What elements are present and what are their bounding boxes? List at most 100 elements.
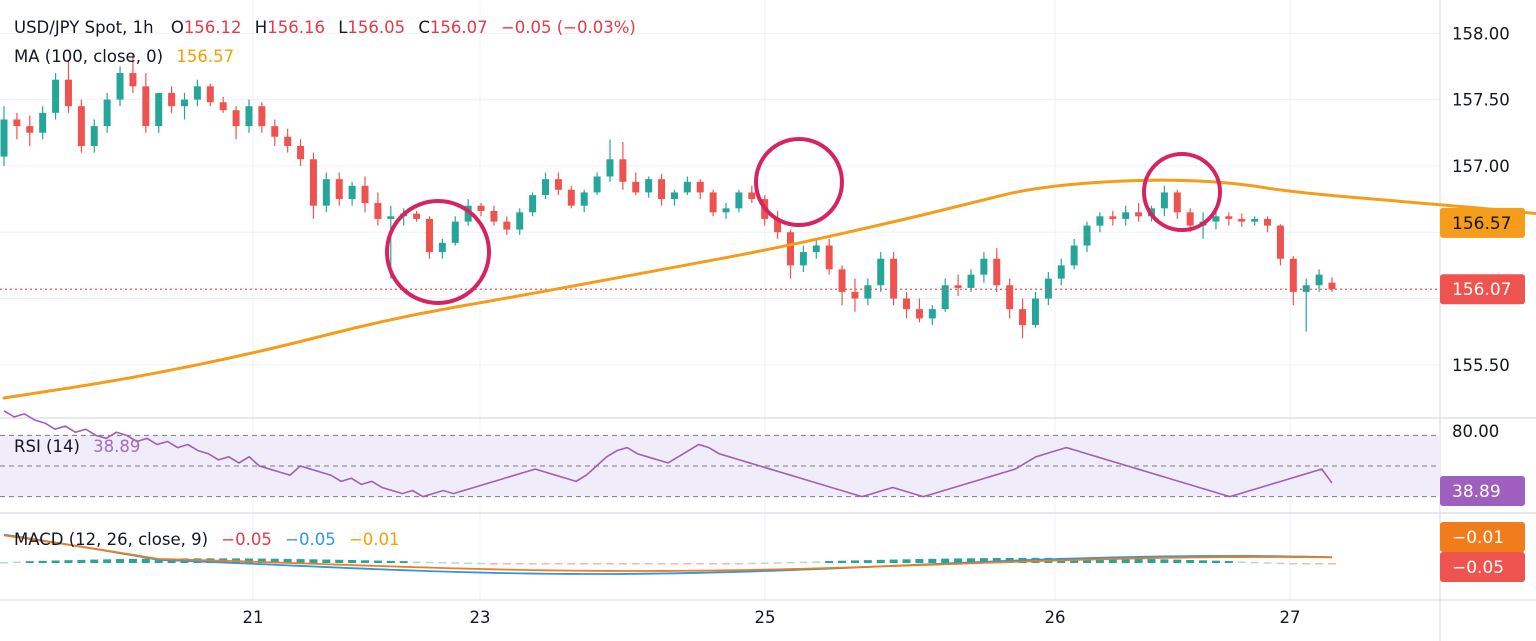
candle-body [1173, 192, 1181, 213]
annotation-circle [754, 137, 844, 227]
candle-body [1212, 216, 1220, 222]
rsi-legend: RSI (14) 38.89 [14, 436, 140, 458]
candle-body [606, 159, 614, 177]
candle-body [954, 285, 962, 288]
candle-body [941, 285, 949, 310]
candle-body [632, 181, 640, 193]
macd-label: MACD (12, 26, close, 9) [14, 530, 209, 549]
macd-hist-bar [528, 563, 537, 565]
candle-body [503, 221, 511, 230]
candle-body [490, 210, 498, 222]
candle-body [722, 208, 730, 213]
macd-hist-bar [412, 561, 421, 563]
time-tick-label: 25 [755, 608, 776, 627]
candle-body [52, 79, 60, 113]
ma-price-tag-label: 156.57 [1452, 214, 1511, 234]
macd-hist-bar [128, 558, 137, 563]
macd-hist-bar [567, 563, 576, 565]
candle-body [1070, 245, 1078, 266]
macd-hist-bar [1108, 558, 1117, 563]
candle-body [1096, 216, 1104, 226]
candle-body [374, 203, 382, 219]
candle-body [851, 291, 859, 299]
macd-hist-bar [502, 563, 511, 565]
macd-hist-bar [1237, 561, 1246, 563]
macd-hist-bar [1121, 558, 1130, 563]
candle-body [658, 179, 666, 200]
macd-hist-bar [670, 563, 679, 565]
macd-hist-bar [296, 559, 305, 563]
macd-hist-bar [580, 563, 589, 565]
candle-body [1019, 309, 1027, 326]
candle-body [542, 179, 550, 196]
macd-hist-bar [335, 559, 344, 563]
ma-label: MA (100, close, 0) [14, 47, 164, 66]
annotation-circle [1142, 152, 1222, 232]
macd-line-value: −0.05 [285, 530, 336, 549]
macd-hist-bar [257, 558, 266, 563]
macd-hist-bar [425, 561, 434, 564]
macd-hist-bar [348, 560, 357, 563]
macd-hist-bar [696, 563, 705, 565]
candle-body [774, 218, 782, 233]
candle-body [1109, 216, 1117, 219]
macd-hist-bar [116, 559, 125, 563]
candle-body [271, 126, 279, 137]
macd-hist-bar [709, 563, 718, 565]
price-axis[interactable]: 158.00 157.50 157.00 155.50 156.57 156.07 80.0… [1440, 24, 1525, 582]
macd-hist-bar [1147, 559, 1156, 563]
symbol-label: USD/JPY Spot, 1h [14, 18, 154, 37]
candle-body [619, 159, 627, 182]
macd-signal-tag-label: −0.01 [1452, 528, 1504, 548]
macd-hist-bar [722, 563, 731, 565]
candle-body [1044, 278, 1052, 299]
rsi-tick-label: 80.00 [1452, 422, 1499, 441]
time-axis[interactable]: 21 23 25 26 27 [0, 599, 1536, 627]
candle-body [413, 213, 421, 219]
candle-body [670, 192, 678, 200]
macd-hist-bar [850, 560, 859, 563]
macd-hist-bar [90, 559, 99, 563]
candle-body [245, 106, 253, 127]
macd-hist-bar [773, 562, 782, 564]
rsi-value-tag-label: 38.89 [1452, 482, 1501, 502]
macd-hist-bar [38, 560, 47, 563]
candle-body [309, 159, 317, 206]
last-price-tag-label: 156.07 [1452, 280, 1511, 300]
macd-hist-bar [1289, 563, 1298, 565]
candle-body [13, 119, 21, 127]
time-tick-label: 27 [1280, 608, 1301, 627]
candle-body [193, 86, 201, 100]
high-value: 156.16 [267, 18, 325, 37]
macd-hist-value: −0.05 [221, 530, 272, 549]
macd-hist-bar [12, 561, 21, 564]
macd-hist-bar [1302, 563, 1311, 565]
candle-body [1276, 225, 1284, 259]
candle-body [1315, 274, 1323, 286]
low-label: L [338, 18, 348, 37]
macd-hist-bar [605, 563, 614, 565]
macd-pane [0, 533, 1336, 575]
macd-hist-bar [464, 562, 473, 565]
candle-body [1302, 285, 1310, 292]
candle-body [232, 110, 240, 127]
macd-hist-bar [734, 563, 743, 565]
macd-hist-bar [438, 561, 447, 564]
candle-body [825, 245, 833, 270]
close-label: C [418, 18, 430, 37]
candle-body [709, 192, 717, 213]
rsi-line [3, 410, 1333, 498]
macd-hist-bar [1263, 562, 1272, 564]
candle-body [335, 179, 343, 200]
candle-body [993, 258, 1001, 286]
macd-hist-bar [683, 563, 692, 565]
macd-hist-bar [0, 561, 8, 564]
macd-hist-bar [902, 559, 911, 563]
macd-hist-bar [386, 560, 395, 563]
macd-signal-tag [1440, 522, 1525, 552]
macd-hist-bar [863, 560, 872, 563]
macd-hist-bar [593, 563, 602, 565]
close-value: 156.07 [429, 18, 488, 37]
macd-hist-bar [477, 562, 486, 565]
candle-body [967, 274, 975, 288]
